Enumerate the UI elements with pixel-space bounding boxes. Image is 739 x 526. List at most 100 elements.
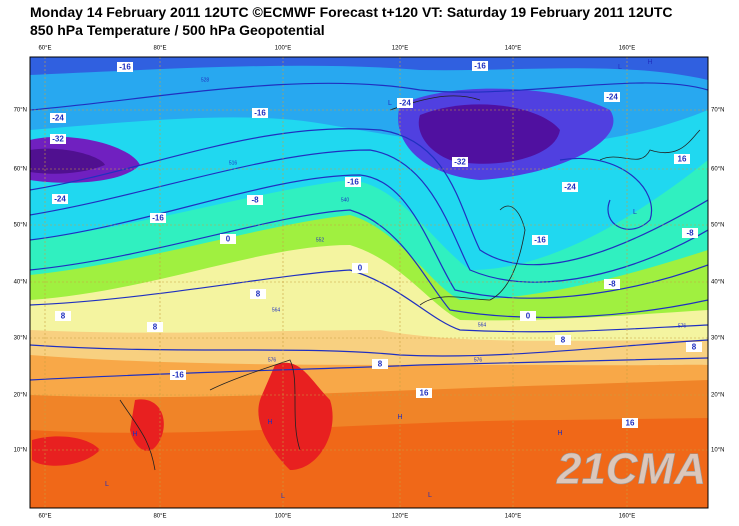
contour bbox=[30, 209, 708, 319]
label-box bbox=[532, 235, 548, 245]
label-box bbox=[372, 359, 388, 369]
temperature-label: 0 bbox=[358, 264, 363, 273]
geopotential-label: 576 bbox=[678, 323, 687, 329]
label-box bbox=[472, 61, 488, 71]
geopotential-label: 576 bbox=[474, 357, 483, 363]
pressure-centre: H bbox=[267, 419, 272, 426]
label-box bbox=[555, 335, 571, 345]
longitude-label: 120°E bbox=[392, 514, 408, 520]
label-box bbox=[117, 62, 133, 72]
label-box bbox=[604, 279, 620, 289]
contour bbox=[30, 82, 708, 111]
pressure-centre: L bbox=[633, 209, 637, 216]
label-box bbox=[250, 289, 266, 299]
longitude-label: 120°E bbox=[392, 46, 408, 52]
temperature-label: -16 bbox=[152, 214, 164, 223]
contour bbox=[30, 149, 708, 283]
latitude-label: 40°N bbox=[14, 280, 27, 286]
label-box bbox=[604, 92, 620, 102]
temperature-label: -16 bbox=[347, 178, 359, 187]
contour bbox=[30, 269, 708, 333]
temperature-label: -16 bbox=[119, 63, 131, 72]
latitude-label: 50°N bbox=[711, 223, 724, 229]
geopotential-label: 552 bbox=[316, 237, 325, 243]
label-box bbox=[50, 134, 66, 144]
longitude-label: 100°E bbox=[275, 514, 291, 520]
band bbox=[30, 418, 708, 507]
temperature-field bbox=[30, 57, 708, 508]
pressure-centre: H bbox=[557, 430, 562, 437]
pressure-centre: L bbox=[428, 492, 432, 499]
latitude-label: 70°N bbox=[14, 108, 27, 114]
graticule bbox=[30, 57, 708, 508]
temperature-label: -24 bbox=[54, 195, 66, 204]
longitude-label: 100°E bbox=[275, 46, 291, 52]
latitude-label: 60°N bbox=[711, 167, 724, 173]
temperature-label: -8 bbox=[608, 280, 616, 289]
cold-pool bbox=[30, 148, 105, 174]
longitude-label: 60°E bbox=[38, 514, 51, 520]
latitude-label: 10°N bbox=[711, 448, 724, 454]
geopotential-label: 564 bbox=[478, 322, 487, 328]
temperature-label: -16 bbox=[474, 62, 486, 71]
cold-pool bbox=[30, 57, 708, 80]
latitude-label: 30°N bbox=[14, 336, 27, 342]
temperature-label: -32 bbox=[52, 135, 64, 144]
label-box bbox=[50, 113, 66, 123]
temperature-label: -16 bbox=[254, 109, 266, 118]
latitude-label: 70°N bbox=[711, 108, 724, 114]
temperature-label: -24 bbox=[606, 93, 618, 102]
label-box bbox=[562, 182, 578, 192]
longitude-label: 60°E bbox=[38, 46, 51, 52]
title: Monday 14 February 2011 12UTC ©ECMWF For… bbox=[30, 4, 673, 20]
temperature-label: 16 bbox=[420, 389, 429, 398]
subtitle: 850 hPa Temperature / 500 hPa Geopotenti… bbox=[30, 22, 325, 38]
label-box bbox=[147, 322, 163, 332]
coastlines bbox=[119, 95, 701, 471]
geopotential-label: 540 bbox=[341, 197, 350, 203]
label-box bbox=[674, 154, 690, 164]
geopotential-contours bbox=[30, 82, 708, 381]
label-box bbox=[397, 98, 413, 108]
temperature-label: 16 bbox=[626, 419, 635, 428]
longitude-label: 160°E bbox=[619, 46, 635, 52]
temperature-label: 8 bbox=[378, 360, 383, 369]
longitude-label: 140°E bbox=[505, 46, 521, 52]
latitude-label: 50°N bbox=[14, 223, 27, 229]
label-box bbox=[452, 157, 468, 167]
hot-spot bbox=[130, 399, 164, 451]
label-box bbox=[52, 194, 68, 204]
pressure-centre: L bbox=[281, 493, 285, 500]
contour bbox=[30, 128, 708, 266]
contour bbox=[30, 357, 708, 381]
temperature-label: -16 bbox=[534, 236, 546, 245]
hot-spot bbox=[32, 436, 100, 466]
temperature-label: -8 bbox=[251, 196, 259, 205]
geopotential-label: 528 bbox=[201, 77, 210, 83]
pressure-centre: L bbox=[105, 481, 109, 488]
label-box bbox=[622, 418, 638, 428]
latitude-label: 40°N bbox=[711, 280, 724, 286]
temperature-label: 8 bbox=[256, 290, 261, 299]
longitude-label: 80°E bbox=[153, 46, 166, 52]
label-box bbox=[247, 195, 263, 205]
label-box bbox=[416, 388, 432, 398]
watermark: 21CMA bbox=[556, 445, 706, 494]
pressure-centre: H bbox=[397, 414, 402, 421]
temperature-label: 0 bbox=[226, 235, 231, 244]
temperature-label: -32 bbox=[454, 158, 466, 167]
contour bbox=[30, 174, 708, 299]
temperature-label: -24 bbox=[52, 114, 64, 123]
longitude-label: 80°E bbox=[153, 514, 166, 520]
pressure-centre: L bbox=[388, 100, 392, 107]
latitude-label: 30°N bbox=[711, 336, 724, 342]
longitude-label: 140°E bbox=[505, 514, 521, 520]
latitude-label: 10°N bbox=[14, 448, 27, 454]
latitude-label: 60°N bbox=[14, 167, 27, 173]
geopotential-label: 516 bbox=[229, 160, 238, 166]
temperature-label: 16 bbox=[678, 155, 687, 164]
map-frame bbox=[29, 56, 709, 509]
temperature-label: -24 bbox=[399, 99, 411, 108]
